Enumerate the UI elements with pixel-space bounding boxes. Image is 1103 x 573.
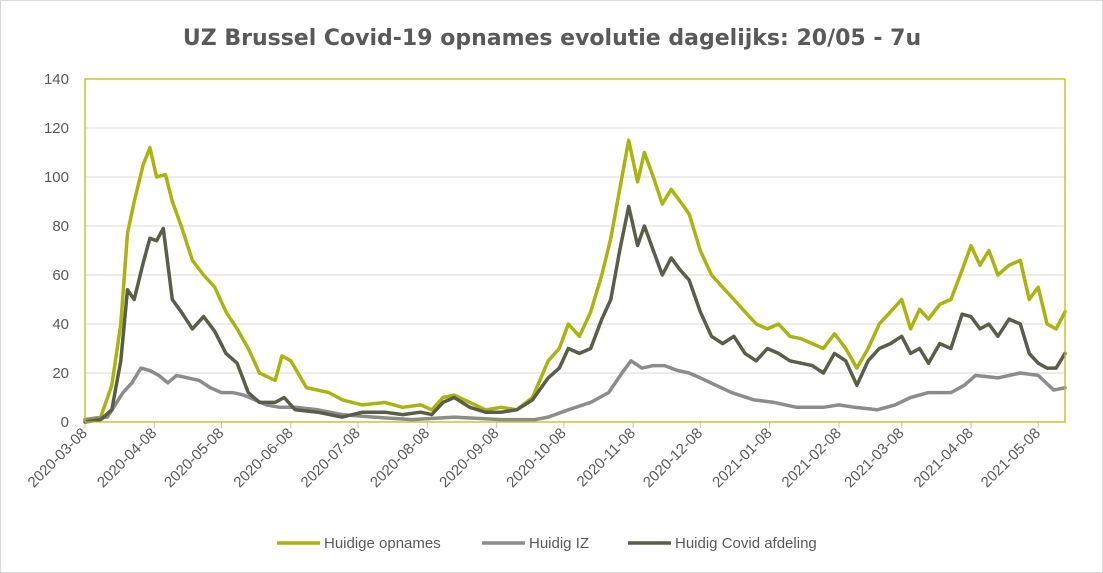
legend-label: Huidige opnames [324, 535, 441, 552]
x-tick-label: 2021-05-08 [978, 425, 1044, 491]
y-tick-label: 40 [52, 316, 69, 333]
y-axis-ticks: 0 20 40 60 80 100 120 140 [44, 71, 69, 431]
series-line-huidig-iz [83, 359, 1067, 422]
plot-area-border [84, 78, 1066, 423]
y-tick-label: 140 [44, 71, 69, 88]
x-tick-label: 2021-03-08 [841, 425, 907, 491]
x-tick-label: 2020-12-08 [640, 425, 706, 491]
x-tick-label: 2020-08-08 [367, 425, 433, 491]
x-axis-ticks: 2020-03-08 2020-04-08 2020-05-08 2020-06-08… [25, 422, 1044, 491]
legend-label: Huidig IZ [529, 535, 589, 552]
x-tick-label: 2020-09-08 [436, 425, 502, 491]
y-tick-label: 20 [52, 365, 69, 382]
series-line-huidig-covid-afdeling [83, 204, 1067, 424]
y-tick-label: 120 [44, 120, 69, 137]
x-tick-label: 2020-11-08 [574, 425, 639, 490]
x-tick-label: 2020-10-08 [503, 425, 569, 491]
y-tick-label: 60 [52, 267, 69, 284]
series-line-huidige-opnames [83, 138, 1067, 422]
legend-label: Huidig Covid afdeling [675, 535, 817, 552]
x-tick-label: 2020-06-08 [230, 425, 296, 491]
x-tick-label: 2020-04-08 [94, 425, 160, 491]
y-tick-label: 0 [61, 414, 69, 431]
x-tick-label: 2020-03-08 [25, 425, 91, 491]
y-tick-label: 80 [52, 218, 69, 235]
legend: Huidige opnames Huidig IZ Huidig Covid afd… [277, 535, 817, 552]
x-tick-label: 2021-01-08 [709, 425, 775, 491]
x-tick-label: 2020-05-08 [161, 425, 227, 491]
y-tick-label: 100 [44, 169, 69, 186]
chart-title: UZ Brussel Covid-19 opnames evolutie dag… [183, 26, 921, 51]
x-tick-label: 2021-04-08 [911, 425, 977, 491]
x-tick-label: 2020-07-08 [298, 425, 364, 491]
x-tick-label: 2021-02-08 [779, 425, 845, 491]
series-lines [83, 138, 1067, 424]
gridlines [85, 78, 1065, 423]
